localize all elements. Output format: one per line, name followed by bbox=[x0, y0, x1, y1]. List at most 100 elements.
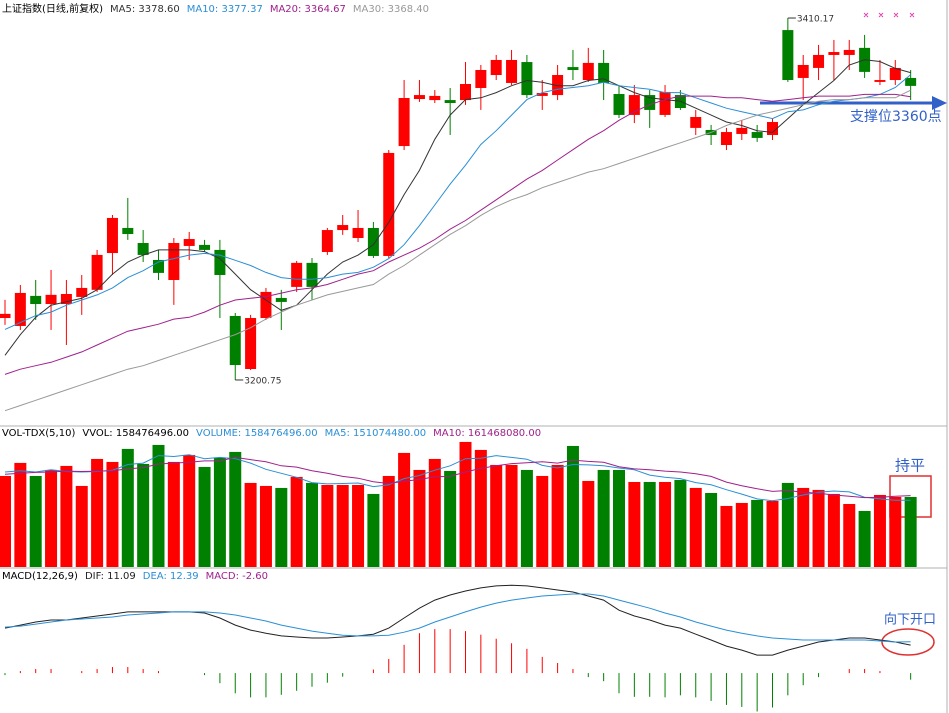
legend-entry: MACD: -2.60 bbox=[206, 571, 268, 582]
volume-bar bbox=[167, 461, 180, 567]
candle-body bbox=[214, 249, 226, 275]
volume-bar bbox=[14, 462, 27, 567]
candle-body bbox=[444, 100, 456, 104]
candle-body bbox=[60, 293, 72, 305]
candle-body bbox=[690, 117, 702, 128]
volume-bar bbox=[229, 451, 242, 567]
candle-body bbox=[506, 59, 518, 83]
volume-bar bbox=[781, 482, 794, 567]
candle-body bbox=[843, 49, 855, 55]
line bbox=[4, 584, 911, 656]
candle-body bbox=[76, 287, 88, 297]
candle-body bbox=[137, 243, 149, 255]
volume-bar bbox=[827, 493, 840, 567]
candle-body bbox=[229, 315, 241, 366]
volume-annotation: 持平 bbox=[895, 457, 925, 475]
candle-body bbox=[644, 95, 656, 110]
volume-bar bbox=[505, 464, 518, 567]
volume-bar bbox=[689, 487, 702, 567]
volume-bar bbox=[336, 484, 349, 567]
candle-body bbox=[828, 52, 840, 55]
candle-body bbox=[720, 132, 732, 146]
candle-body bbox=[782, 30, 794, 81]
candle-body bbox=[797, 64, 809, 78]
macd-annotation: 向下开口 bbox=[884, 612, 936, 628]
volume-bar bbox=[213, 457, 226, 567]
volume-bar bbox=[628, 481, 641, 567]
line bbox=[4, 93, 911, 375]
volume-bar bbox=[520, 469, 533, 567]
volume-bar bbox=[720, 505, 733, 567]
legend-entry: DIF: 11.09 bbox=[85, 571, 136, 582]
line bbox=[4, 593, 911, 643]
legend-entry: VOLUME: 158476496.00 bbox=[196, 428, 318, 439]
candle-body bbox=[813, 54, 825, 68]
markers bbox=[863, 12, 915, 18]
volume-bar bbox=[659, 481, 672, 567]
volume-bar bbox=[198, 466, 211, 567]
candle-body bbox=[552, 75, 564, 96]
candle-body bbox=[429, 95, 441, 101]
candle-body bbox=[367, 227, 379, 256]
candle-body bbox=[291, 262, 303, 287]
annotation: 3200.75 bbox=[244, 376, 281, 386]
volume-bar bbox=[474, 449, 487, 567]
volume-bar bbox=[797, 487, 810, 567]
volume-bar bbox=[382, 475, 395, 567]
volume-bar bbox=[858, 510, 871, 567]
candle-body bbox=[199, 244, 211, 250]
volume-bar bbox=[352, 484, 365, 567]
candle-body bbox=[874, 80, 886, 82]
volume-bar bbox=[29, 475, 42, 567]
volume-bar bbox=[121, 448, 134, 567]
legend-entry: MA10: 161468080.00 bbox=[433, 428, 541, 439]
candle-body bbox=[91, 254, 103, 290]
volume-bar bbox=[873, 494, 886, 567]
legend-entry: VOL-TDX(5,10) bbox=[2, 428, 75, 439]
support-annotation: 支撑位3360点 bbox=[850, 109, 942, 125]
volume-bar bbox=[259, 485, 272, 567]
candle-body bbox=[122, 227, 134, 235]
volume-bar bbox=[367, 493, 380, 567]
volume-bar bbox=[290, 476, 303, 567]
candle-body bbox=[14, 292, 26, 326]
volume-bar bbox=[152, 444, 165, 567]
volume-bar bbox=[582, 480, 595, 567]
candle-body bbox=[536, 92, 548, 96]
candle-body bbox=[659, 91, 671, 115]
candle-body bbox=[889, 67, 901, 81]
volume-bar bbox=[490, 464, 503, 567]
volume-bar bbox=[91, 458, 104, 567]
legend-entry: MA5: 3378.60 bbox=[110, 4, 180, 15]
highlight-ellipse bbox=[881, 628, 935, 656]
candle-body bbox=[751, 132, 763, 138]
candle-body bbox=[275, 297, 287, 302]
candle-body bbox=[260, 291, 272, 319]
line bbox=[4, 74, 911, 330]
candle-body bbox=[306, 262, 318, 287]
candle-body bbox=[736, 127, 748, 134]
volume-bar bbox=[597, 469, 610, 567]
candle-body bbox=[905, 77, 917, 86]
volume-bar bbox=[137, 463, 150, 567]
candle-body bbox=[245, 318, 257, 370]
candle-body bbox=[352, 227, 364, 238]
candle-body bbox=[30, 295, 42, 305]
candle-body bbox=[582, 62, 594, 81]
support-arrowhead bbox=[932, 96, 947, 110]
legend-entry: DEA: 12.39 bbox=[143, 571, 199, 582]
volume-bar bbox=[566, 445, 579, 567]
candle-body bbox=[490, 59, 502, 76]
volume-bar bbox=[613, 469, 625, 567]
candle-body bbox=[45, 294, 57, 305]
volume-bar bbox=[321, 484, 334, 567]
volume-bar bbox=[306, 482, 318, 567]
volume-bar bbox=[735, 502, 748, 567]
line bbox=[4, 59, 911, 356]
line bbox=[4, 454, 911, 502]
candle-body bbox=[613, 94, 625, 115]
candle-body bbox=[183, 239, 195, 246]
volume-bar bbox=[183, 454, 196, 567]
